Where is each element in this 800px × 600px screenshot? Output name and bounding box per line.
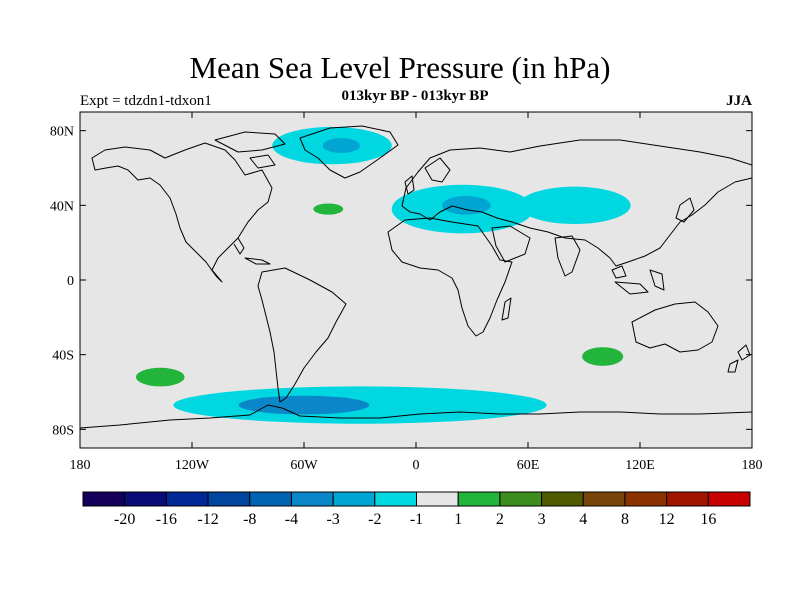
anomaly-greenland-core <box>322 138 361 154</box>
colorbar-label: 1 <box>454 511 462 528</box>
colorbar-label: -8 <box>243 511 256 528</box>
colorbar-swatch <box>416 491 459 507</box>
colorbar-swatch <box>457 491 501 507</box>
anomaly-southern-ocean-core <box>238 395 370 415</box>
lon-tick-label: 0 <box>413 458 420 473</box>
coastline-south-america <box>257 267 347 403</box>
coastlines <box>80 125 752 429</box>
colorbar-swatch <box>249 491 292 507</box>
colorbar-swatch <box>499 491 543 507</box>
lat-tick-label: 0 <box>67 274 74 289</box>
colorbar-label: 4 <box>579 511 587 528</box>
colorbar-swatch <box>332 491 376 507</box>
anomaly-layer <box>108 126 704 424</box>
anomaly-northwest-pacific-small-high <box>696 211 704 218</box>
colorbar: -20 -16 -12 -8 -4 -3 -2 -1 1 2 3 4 8 12 16 <box>82 491 751 528</box>
colorbar-label: -16 <box>156 511 177 528</box>
colorbar-swatch <box>82 491 126 507</box>
colorbar-label: 2 <box>496 511 504 528</box>
colorbar-label: 8 <box>621 511 629 528</box>
lon-tick-label: 60W <box>290 458 318 473</box>
anomaly-central-asia-low <box>518 186 631 224</box>
lat-tick-label: 40N <box>50 199 74 214</box>
coastline-north-america <box>91 142 273 283</box>
coastline-madagascar <box>501 297 512 321</box>
colorbar-swatch <box>207 491 251 507</box>
lon-tick-label: 60E <box>517 458 540 473</box>
colorbar-swatch <box>290 491 334 507</box>
lon-tick-label: 180 <box>742 458 763 473</box>
anomaly-southern-indian-ocean-core <box>582 347 624 366</box>
colorbar-label: 3 <box>538 511 546 528</box>
coastline-caribbean <box>244 257 271 265</box>
anomaly-mid-south-atlantic-small-high <box>337 361 349 367</box>
colorbar-label: 16 <box>700 511 716 528</box>
colorbar-swatch <box>541 491 584 507</box>
colorbar-label: -12 <box>197 511 218 528</box>
coastline-british-isles <box>404 175 415 195</box>
coastline-australia <box>631 301 719 353</box>
coastline-japan <box>675 197 695 223</box>
coastline-arabia <box>491 225 531 263</box>
colorbar-swatch <box>165 491 209 507</box>
colorbar-swatch <box>707 491 751 507</box>
season-label: JJA <box>726 93 752 109</box>
coastline-india <box>554 235 581 277</box>
coastline-africa <box>387 217 513 337</box>
lat-tick-label: 80N <box>50 125 74 140</box>
coastline-eurasia <box>401 139 752 267</box>
lat-tick-label: 40S <box>52 349 74 364</box>
coastline-arctic-islands <box>214 131 286 169</box>
colorbar-label: -4 <box>285 511 298 528</box>
anomaly-southeast-pacific-core <box>136 367 185 387</box>
colorbar-swatch <box>624 491 668 507</box>
lon-tick-label: 120W <box>175 458 210 473</box>
experiment-label: Expt = tdzdn1-tdxon1 <box>80 93 212 109</box>
coastline-maritime-asia <box>611 265 665 295</box>
coastline-antarctica <box>80 404 752 429</box>
coastline-scandinavia <box>424 157 451 183</box>
axis-ticks: 80N 40N 0 40S 80S 180 120W 60W 0 60E 120E 180 <box>50 112 763 473</box>
coastline-greenland <box>299 125 399 179</box>
anomaly-north-atlantic-core <box>313 203 344 215</box>
coastline-florida <box>233 237 245 255</box>
colorbar-label: -2 <box>368 511 381 528</box>
lon-tick-label: 180 <box>70 458 91 473</box>
map-subtitle: 013kyr BP - 013kyr BP <box>341 88 489 104</box>
lon-tick-label: 120E <box>625 458 655 473</box>
colorbar-swatch <box>374 491 417 507</box>
map-title: Mean Sea Level Pressure (in hPa) <box>189 50 611 85</box>
colorbar-label: 12 <box>659 511 675 528</box>
colorbar-label: -1 <box>410 511 423 528</box>
colorbar-swatch <box>582 491 626 507</box>
colorbar-label: -3 <box>326 511 339 528</box>
colorbar-label: -20 <box>114 511 135 528</box>
colorbar-swatch <box>124 491 167 507</box>
anomaly-eastern-mediterranean-core <box>442 196 491 215</box>
lat-tick-label: 80S <box>52 423 74 438</box>
colorbar-swatch <box>666 491 709 507</box>
